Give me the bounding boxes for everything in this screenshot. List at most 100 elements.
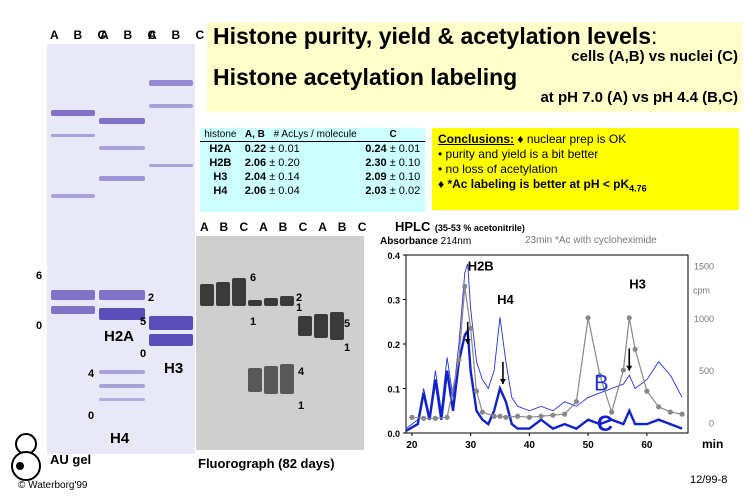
table-cell-c-err: ± 0.02: [389, 185, 421, 197]
conclusions-item: ♦ *Ac labeling is better at pH < pK: [438, 177, 630, 191]
cpm-point: [421, 415, 427, 421]
cpm-point: [409, 414, 415, 420]
hplc-note: 23min *Ac with cycloheximide: [525, 235, 657, 246]
au-gel-mark-2: 2: [148, 292, 155, 304]
table-cell-histone: H4: [213, 185, 228, 197]
title-line-3: Histone acetylation labeling: [213, 64, 518, 90]
hplc-subtitle: (35-53 % acetonitrile): [434, 223, 525, 233]
absorbance-text: Absorbance: [380, 236, 438, 247]
y-tick-label: 0.2: [387, 340, 400, 350]
x-unit-label: min: [702, 437, 723, 451]
au-gel-lane-header-3: A B C: [148, 28, 211, 42]
title-line-2: cells (A,B) vs nuclei (C): [571, 48, 738, 65]
cpm-point: [550, 412, 556, 418]
au-gel-lane-header-1: A B C: [50, 28, 113, 42]
table-header-c: C: [361, 128, 425, 142]
table-cell-c: 2.30: [365, 157, 387, 169]
cpm-point: [503, 414, 509, 420]
cpm-point: [444, 414, 450, 420]
table-row: H3 2.04 ± 0.14 2.09 ± 0.10: [200, 170, 425, 184]
x-tick-label: 50: [583, 440, 595, 451]
cpm-point: [456, 357, 462, 363]
y-tick-label: 0.0: [387, 429, 400, 439]
cpm-unit-label: cpm: [693, 286, 710, 296]
au-gel-label-h4: H4: [110, 430, 130, 447]
cpm-tick-label: 0: [709, 419, 714, 429]
series-line-B: [405, 263, 683, 429]
cpm-point: [597, 372, 603, 379]
peak-label-h2b: H2B: [468, 259, 494, 274]
au-gel-mark-0b: 0: [140, 348, 147, 360]
series-line-cpm: [411, 286, 683, 419]
cpm-point: [609, 409, 615, 415]
arrow-head-icon: [499, 379, 506, 385]
table-header-ab: A, B: [240, 128, 270, 142]
au-gel-mark-6: 6: [36, 270, 43, 282]
y-tick-label: 0.4: [387, 251, 400, 261]
cpm-point: [538, 413, 544, 419]
hplc-chart: 0.4 0.3 0.2 0.1 0.0 1500 1000 500 0 cpm 20 30 40 50 60…: [387, 251, 723, 451]
conclusions-box: Conclusions: ♦ nuclear prep is OK • puri…: [432, 128, 739, 210]
curve-label-c: C: [597, 411, 613, 436]
au-gel-image: [47, 44, 195, 454]
cpm-point: [473, 388, 480, 394]
fluorograph-lane-header: A B C A B C A B C: [200, 220, 371, 234]
cpm-point: [468, 325, 474, 331]
arrow-head-icon: [626, 365, 633, 371]
cpm-point: [573, 398, 579, 405]
table-row: H2B 2.06 ± 0.20 2.30 ± 0.10: [200, 156, 425, 170]
au-gel-mark-4: 4: [88, 368, 95, 380]
table-cell-c-err: ± 0.01: [389, 143, 421, 155]
title-colon: :: [651, 23, 658, 49]
arrow-head-icon: [464, 339, 471, 344]
table-header-histone: histone: [200, 128, 241, 142]
au-gel-mark-0c: 0: [88, 410, 95, 422]
fluorograph-mark-1b: 1: [250, 316, 257, 328]
table-cell-ab: 2.06: [244, 185, 267, 197]
cpm-tick-label: 1000: [694, 314, 714, 324]
peak-label-h4: H4: [497, 292, 514, 307]
title-line-1: Histone purity, yield & acetylation leve…: [213, 23, 651, 49]
hplc-absorbance-label: Absorbance 214nm: [380, 236, 471, 247]
table-cell-c: 2.09: [365, 171, 387, 183]
peak-label-h3: H3: [629, 276, 646, 291]
cpm-point: [432, 415, 438, 421]
cpm-point: [667, 409, 673, 415]
cpm-tick-label: 500: [699, 366, 714, 376]
page-number: 12/99-8: [690, 474, 728, 486]
cpm-point: [585, 315, 591, 321]
table-cell-ab: 0.22: [244, 143, 267, 155]
curve-label-b: B: [594, 371, 609, 396]
y-tick-label: 0.1: [387, 385, 400, 395]
fluorograph-mark-5: 5: [344, 318, 351, 330]
cpm-point: [626, 315, 632, 321]
x-tick-label: 30: [465, 440, 477, 451]
conclusions-item: • no loss of acetylation: [438, 162, 558, 176]
cpm-tick-label: 1500: [694, 261, 714, 271]
fluorograph-caption: Fluorograph (82 days): [198, 456, 335, 471]
table-header-aclys: # AcLys / molecule: [269, 128, 362, 142]
title-line-4: at pH 7.0 (A) vs pH 4.4 (B,C): [540, 89, 738, 106]
au-gel-mark-5: 5: [140, 316, 147, 328]
x-tick-label: 20: [406, 440, 418, 451]
fluorograph-mark-4: 4: [298, 366, 305, 378]
table-row: H2A 0.22 ± 0.01 0.24 ± 0.01: [200, 142, 425, 157]
cpm-point: [491, 413, 497, 419]
fluorograph-mark-1c: 1: [344, 342, 351, 354]
cpm-point: [515, 413, 521, 419]
table-cell-ab-err: ± 0.01: [269, 143, 300, 155]
cpm-point: [632, 346, 638, 352]
cpm-point: [644, 388, 650, 394]
table-cell-c: 0.24: [365, 143, 387, 155]
au-gel-label-h2a: H2A: [104, 328, 135, 345]
table-cell-c: 2.03: [365, 185, 387, 197]
hplc-title-text: HPLC: [395, 219, 431, 234]
cpm-point: [497, 413, 503, 419]
cpm-point: [462, 283, 468, 290]
acetylation-table: histone A, B # AcLys / molecule C H2A 0.…: [200, 128, 425, 212]
table-cell-histone: H3: [213, 171, 228, 183]
fluorograph-mark-6: 6: [250, 272, 257, 284]
hplc-title: HPLC (35-53 % acetonitrile): [395, 218, 525, 236]
table-cell-ab-err: ± 0.20: [269, 157, 300, 169]
cpm-point: [479, 409, 485, 415]
